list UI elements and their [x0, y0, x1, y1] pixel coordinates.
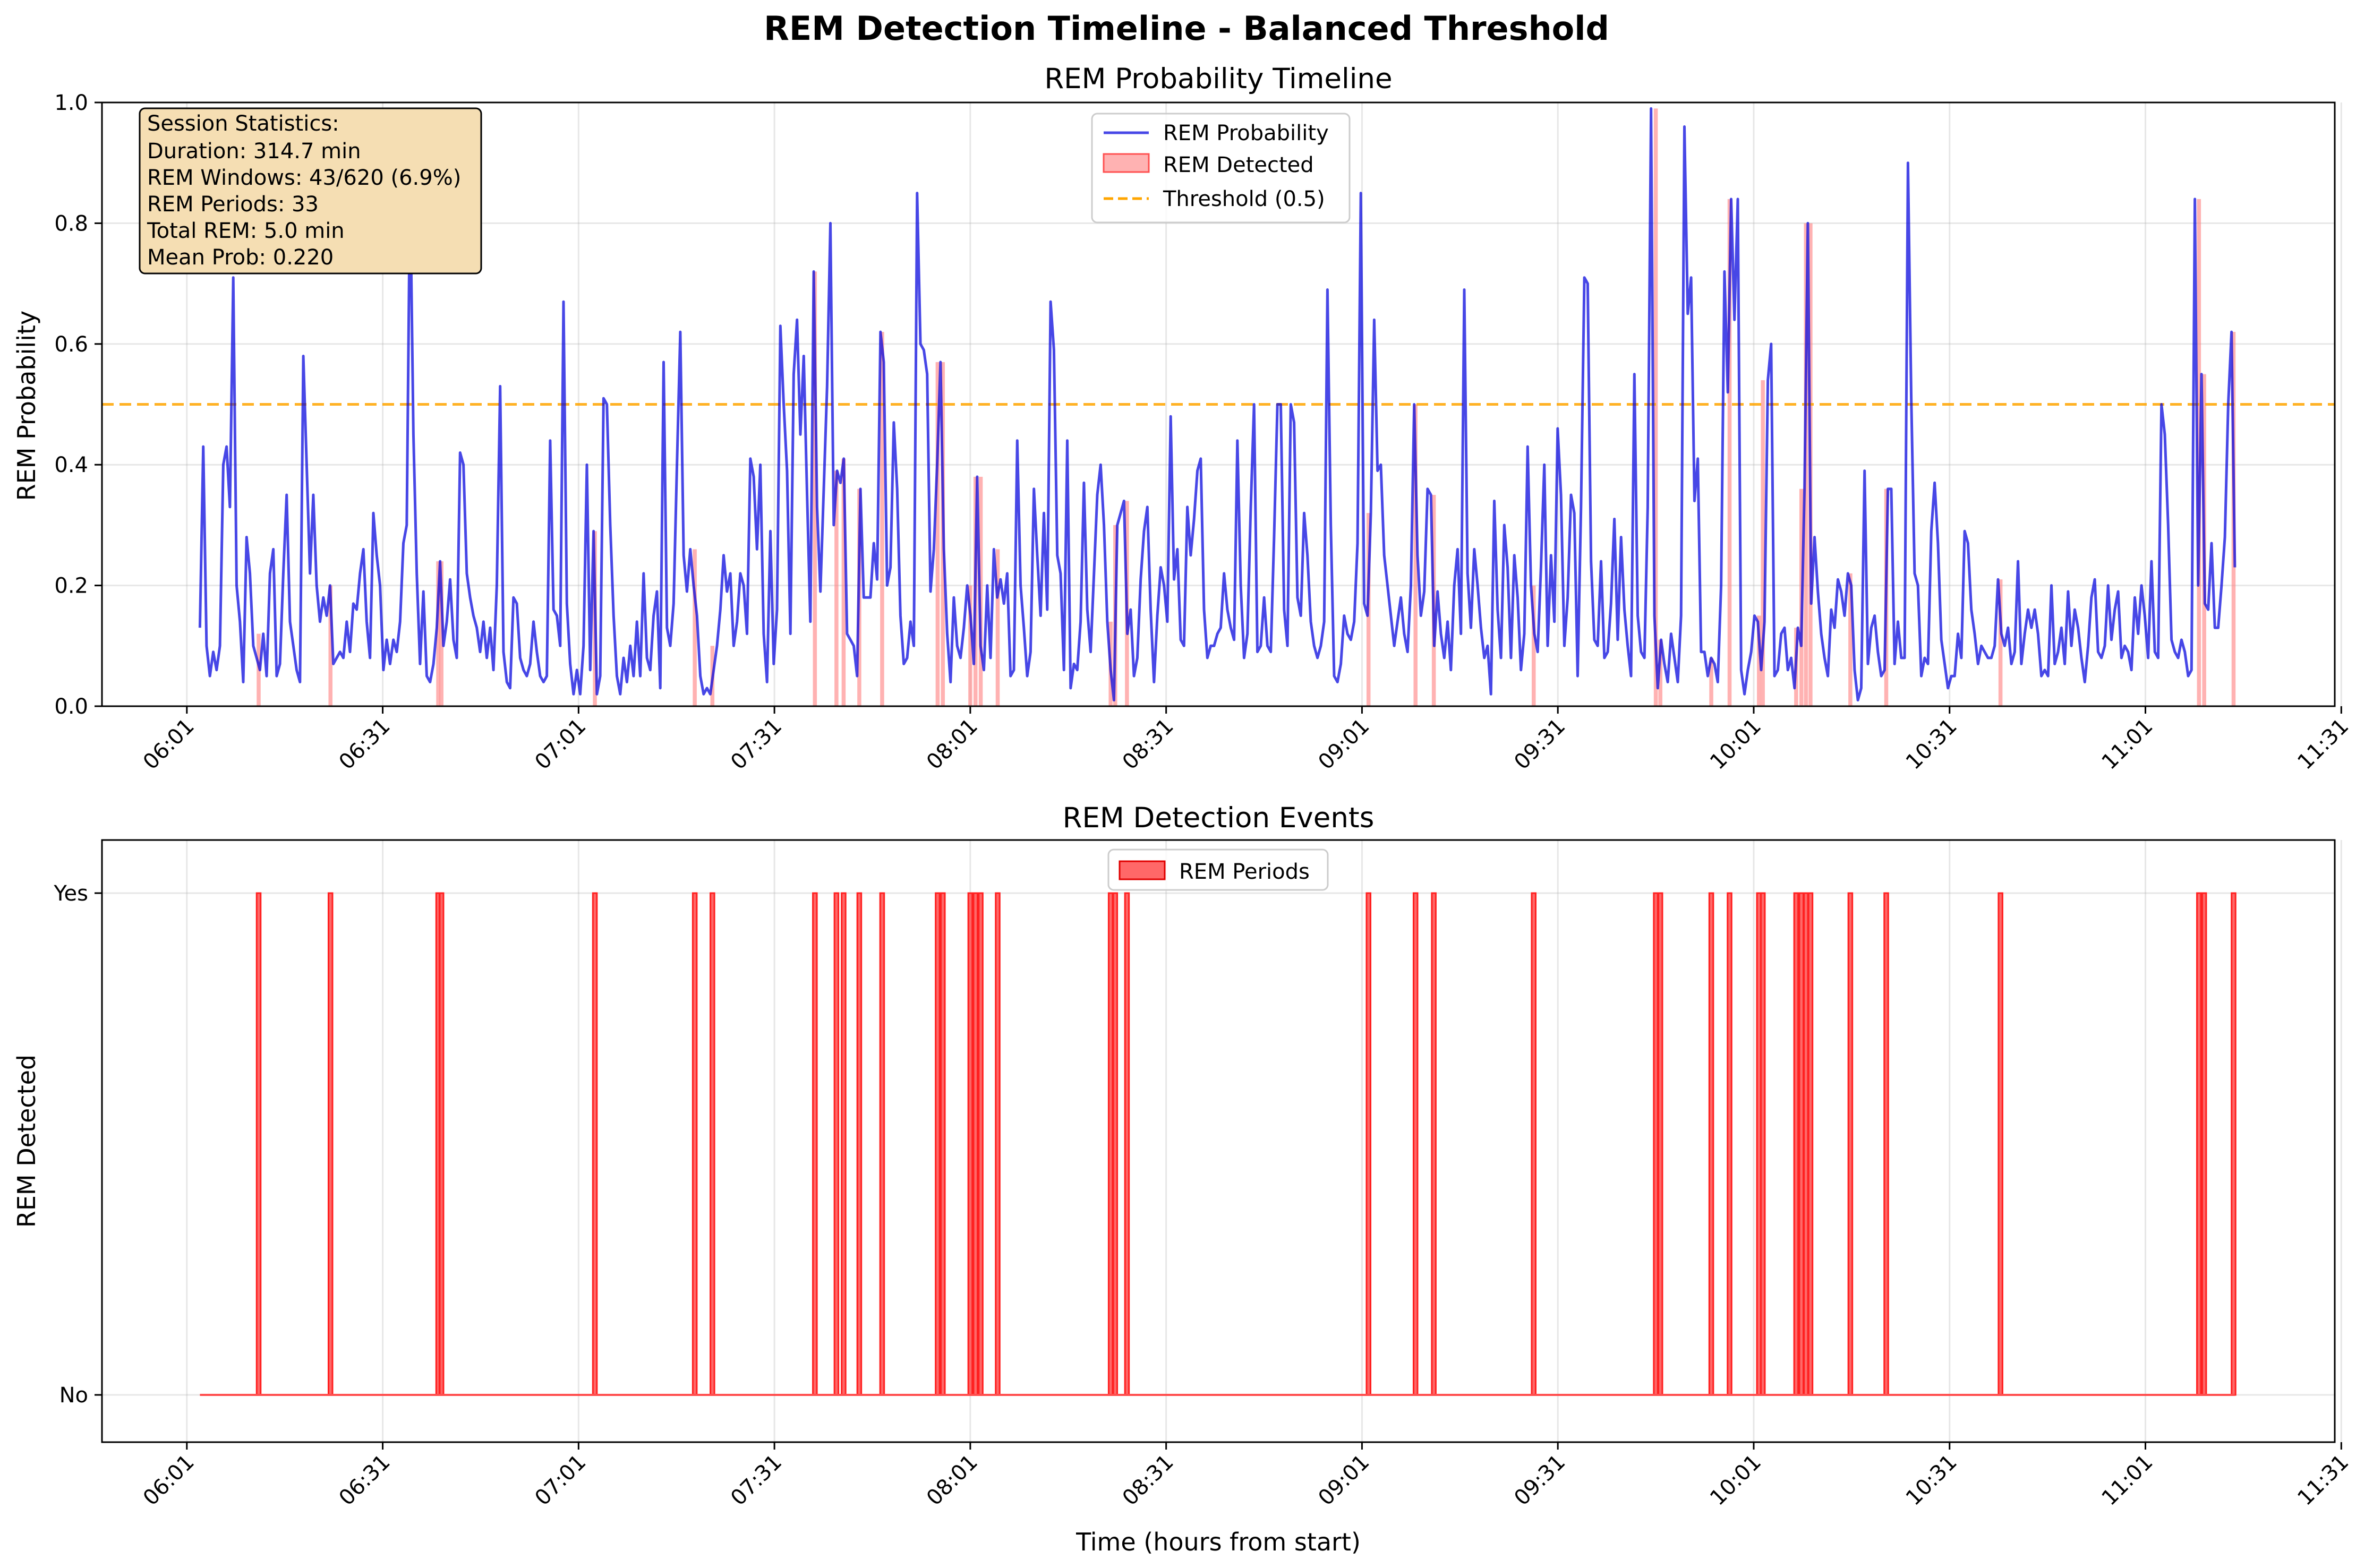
bottom-y-axis-label: REM Detected [12, 1055, 41, 1228]
rem-period-bar [2196, 892, 2202, 1396]
rem-detected-fill [1757, 615, 1761, 706]
rem-period-bar [592, 892, 598, 1396]
legend-periods-swatch [1119, 860, 1166, 880]
rem-period-bar [967, 892, 974, 1396]
rem-period-bar [1793, 892, 1799, 1396]
rem-period-bar [1431, 892, 1437, 1396]
top-y-tick-label: 0.4 [54, 453, 88, 477]
rem-detected-fill [1653, 108, 1658, 706]
rem-period-bar [1657, 892, 1663, 1396]
rem-period-bar [692, 892, 698, 1396]
rem-period-bar [1124, 892, 1130, 1396]
bottom-axes-frame [101, 839, 2336, 1443]
stats-duration: Duration: 314.7 min [147, 139, 361, 164]
rem-detected-fill [880, 332, 884, 706]
rem-detected-fill [1413, 404, 1418, 706]
rem-period-bar [1727, 892, 1732, 1396]
rem-period-bar [255, 892, 262, 1396]
rem-detected-fill [1531, 585, 1536, 706]
rem-period-bar [1798, 892, 1804, 1396]
top-axes-frame [101, 101, 2336, 707]
top-y-tick-label: 1.0 [54, 91, 88, 115]
rem-detected-fill [436, 561, 440, 706]
stats-heading: Session Statistics: [147, 112, 339, 136]
legend-detected-swatch [1103, 153, 1150, 173]
rem-detected-fill [328, 585, 333, 706]
rem-period-bar [1803, 892, 1809, 1396]
rem-detected-fill [1727, 199, 1732, 706]
rem-probability-line [198, 107, 2237, 702]
rem-period-bar [1412, 892, 1419, 1396]
legend-threshold-label: Threshold (0.5) [1163, 187, 1325, 211]
rem-detected-fill [813, 271, 817, 706]
rem-period-bar [710, 892, 715, 1396]
rem-period-bar [438, 892, 445, 1396]
top-y-ticks: 0.0 0.2 0.4 0.6 0.8 1.0 [54, 91, 102, 719]
rem-period-bar [978, 892, 984, 1396]
top-y-tick-label: 0.0 [54, 695, 88, 719]
session-stats-box: Session Statistics: Duration: 314.7 min … [139, 107, 482, 275]
bottom-legend: REM Periods [1107, 849, 1329, 891]
rem-period-bars [200, 892, 2237, 1396]
stats-mean-prob: Mean Prob: 0.220 [147, 245, 334, 270]
rem-period-bar [1112, 892, 1119, 1396]
rem-period-bar [856, 892, 863, 1396]
stats-rem-periods: REM Periods: 33 [147, 192, 319, 217]
bottom-y-tick-label: No [59, 1383, 88, 1408]
rem-period-bar [879, 892, 885, 1396]
rem-detected-fill [1761, 380, 1765, 706]
rem-period-bar [1883, 892, 1889, 1396]
rem-period-bar [2201, 892, 2207, 1396]
top-y-tick-label: 0.8 [54, 211, 88, 236]
rem-period-bar [995, 892, 1001, 1396]
rem-period-bar [812, 892, 818, 1396]
rem-period-bar [841, 892, 847, 1396]
rem-period-bar [1708, 892, 1714, 1396]
top-chart-title: REM Probability Timeline [1044, 63, 1392, 95]
rem-period-bar [1365, 892, 1371, 1396]
rem-period-bar [1807, 892, 1814, 1396]
rem-detected-fill [1848, 573, 1853, 706]
rem-period-bar [935, 892, 941, 1396]
rem-detected-fill [935, 362, 940, 706]
rem-period-bar [1998, 892, 2003, 1396]
rem-detected-fill [995, 549, 1000, 706]
rem-period-bar [1653, 892, 1659, 1396]
probability-panel: REM Probability Timeline 0.0 0.2 0.4 0.6 0.8… [12, 63, 2353, 775]
rem-period-bar [972, 892, 978, 1396]
rem-period-bar [1760, 892, 1766, 1396]
rem-detected-fill [841, 458, 846, 706]
rem-detected-fill [834, 470, 839, 706]
rem-period-bar [327, 892, 334, 1396]
legend-detected-label: REM Detected [1163, 153, 1314, 177]
figure-title: REM Detection Timeline - Balanced Thresh… [764, 9, 1609, 48]
rem-detected-fill [693, 549, 697, 706]
rem-period-bar [1531, 892, 1537, 1396]
rem-detected-fill [439, 561, 443, 706]
rem-period-bar [1847, 892, 1854, 1396]
top-legend: REM Probability REM Detected Threshold (… [1091, 113, 1351, 224]
rem-period-bar [2231, 892, 2237, 1396]
bottom-x-axis-label: Time (hours from start) [1075, 1528, 1361, 1556]
rem-period-bar [833, 892, 840, 1396]
rem-detected-fill [968, 585, 972, 706]
top-y-tick-label: 0.2 [54, 574, 88, 598]
rem-detected-fill [1658, 639, 1662, 706]
top-y-axis-label: REM Probability [12, 311, 41, 501]
bottom-y-tick-label: Yes [53, 881, 88, 906]
rem-detected-fill [1709, 658, 1713, 706]
stats-rem-windows: REM Windows: 43/620 (6.9%) [147, 166, 461, 190]
rem-period-bar [940, 892, 946, 1396]
bottom-y-ticks: No Yes [53, 881, 102, 1408]
legend-probability-label: REM Probability [1163, 121, 1329, 145]
bottom-chart-title: REM Detection Events [1063, 802, 1375, 834]
top-y-tick-label: 0.6 [54, 332, 88, 357]
rem-detected-fill [1998, 579, 2003, 706]
stats-total-rem: Total REM: 5.0 min [147, 219, 345, 243]
rem-period-bar [1107, 892, 1114, 1396]
legend-periods-label: REM Periods [1179, 860, 1310, 884]
